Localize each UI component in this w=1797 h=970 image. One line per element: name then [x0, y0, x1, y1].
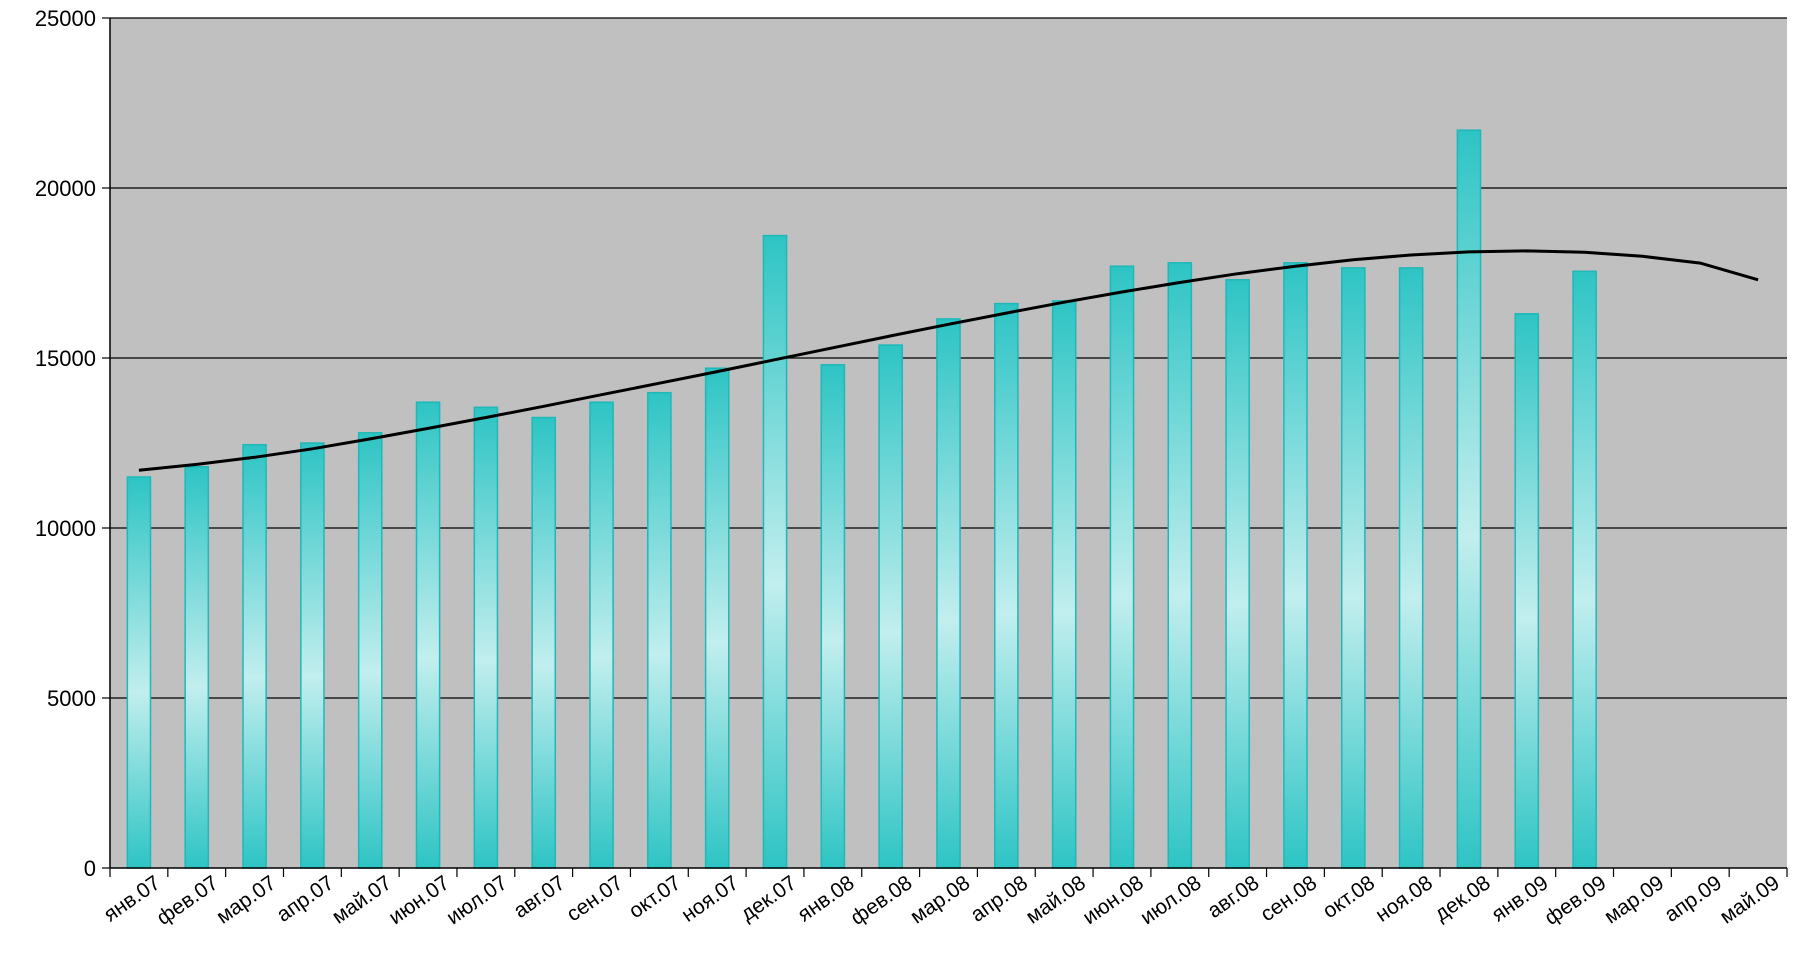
- x-tick-label: янв.08: [794, 871, 859, 926]
- y-tick-label: 20000: [35, 176, 96, 201]
- x-tick-label: дек.08: [1430, 871, 1494, 926]
- x-tick-labels: янв.07фев.07мар.07апр.07май.07июн.07июл.…: [100, 871, 1784, 930]
- x-tick-label: май.09: [1716, 871, 1784, 928]
- x-tick-label: дек.07: [737, 871, 801, 926]
- x-tick-label: сен.08: [1256, 871, 1321, 926]
- bar-июл.07: [473, 406, 499, 869]
- bar-фев.07: [184, 466, 210, 869]
- bar-мар.08: [936, 318, 961, 869]
- bar-ноя.08: [1398, 267, 1424, 869]
- x-tick-label: июл.08: [1136, 871, 1205, 929]
- x-tick-label: мар.07: [212, 871, 280, 928]
- y-tick-label: 25000: [35, 6, 96, 31]
- bar-апр.08: [994, 302, 1019, 869]
- x-tick-label: апр.07: [273, 871, 339, 927]
- x-tick-label: мар.08: [906, 871, 974, 928]
- bar-июн.08: [1109, 265, 1135, 869]
- y-tick-label: 10000: [35, 516, 96, 541]
- bar-июн.07: [415, 401, 441, 869]
- x-tick-label: июл.07: [442, 871, 511, 929]
- x-tick-label: май.08: [1022, 871, 1090, 928]
- x-tick-label: янв.09: [1487, 871, 1552, 926]
- x-tick-label: фев.08: [846, 871, 916, 930]
- x-tick-label: авг.08: [1203, 871, 1263, 923]
- bar-дек.07: [762, 234, 788, 869]
- y-tick-label: 0: [84, 856, 96, 881]
- x-tick-label: май.07: [328, 871, 396, 928]
- bar-сен.07: [589, 401, 614, 869]
- x-tick-label: апр.08: [967, 871, 1033, 927]
- bar-май.08: [1051, 300, 1077, 869]
- x-tick-label: апр.09: [1660, 871, 1726, 927]
- bar-авг.07: [531, 416, 557, 869]
- bar-фев.09: [1572, 270, 1597, 869]
- x-tick-label: мар.09: [1600, 871, 1668, 928]
- bar-июл.08: [1167, 262, 1193, 869]
- axes: [102, 17, 1788, 877]
- x-tick-label: окт.08: [1319, 871, 1379, 923]
- bar-апр.07: [300, 442, 325, 869]
- x-tick-label: янв.07: [100, 871, 165, 926]
- bar-мар.07: [242, 443, 267, 869]
- bar-янв.07: [126, 476, 152, 869]
- bar-сен.08: [1283, 262, 1308, 869]
- x-tick-label: фев.07: [153, 871, 223, 930]
- bar-дек.08: [1456, 129, 1482, 869]
- x-tick-label: июн.08: [1079, 871, 1148, 929]
- bar-авг.08: [1225, 279, 1250, 869]
- bar-окт.07: [647, 391, 672, 869]
- y-tick-label: 15000: [35, 346, 96, 371]
- bar-фев.08: [878, 344, 903, 869]
- bar-окт.08: [1340, 267, 1366, 869]
- bar-янв.09: [1514, 313, 1540, 869]
- bar-ноя.07: [704, 367, 730, 869]
- y-tick-label: 5000: [47, 686, 96, 711]
- x-tick-label: ноя.08: [1371, 871, 1436, 926]
- x-tick-label: авг.07: [510, 871, 570, 923]
- bar-янв.08: [820, 364, 846, 869]
- x-tick-label: сен.07: [563, 871, 628, 926]
- x-tick-label: окт.07: [625, 871, 685, 923]
- y-tick-labels: 0 5000 10000 15000 20000 25000: [35, 6, 96, 881]
- x-tick-label: ноя.07: [677, 871, 742, 926]
- x-tick-label: фев.09: [1540, 871, 1610, 930]
- x-tick-label: июн.07: [385, 871, 454, 929]
- trend-line: [138, 249, 1759, 472]
- bar-май.07: [357, 432, 383, 869]
